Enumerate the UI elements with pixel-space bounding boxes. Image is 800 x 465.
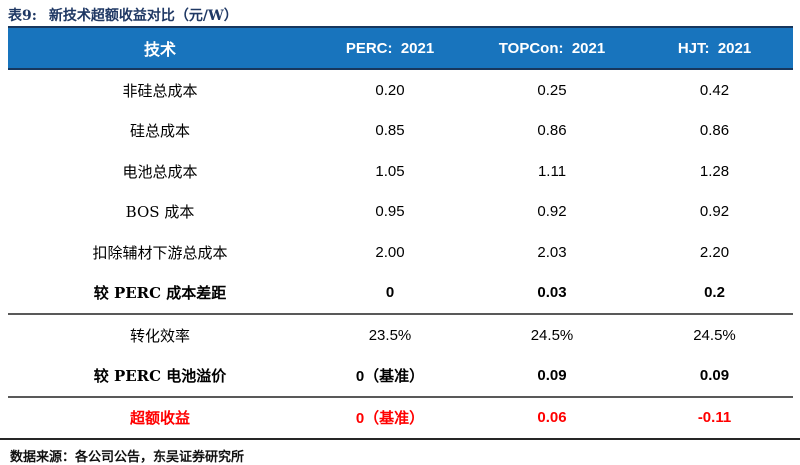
cell-value: 0.85 xyxy=(375,122,405,140)
row-label: 转化效率 xyxy=(129,326,190,345)
footer-divider xyxy=(0,438,800,440)
cell-value: 0.92 xyxy=(699,203,730,221)
table-row: BOS 成本 0.95 0.92 0.92 xyxy=(8,192,793,233)
cell-value: 0.09 xyxy=(699,367,730,385)
cell-value: 2.20 xyxy=(699,243,730,261)
data-source: 数据来源：各公司公告，东吴证券研究所 xyxy=(10,450,245,465)
cell-value: 2.03 xyxy=(537,243,567,261)
cell-value: 0（基准） xyxy=(355,410,425,427)
cell-value: 2.00 xyxy=(375,243,405,261)
cell-value: 1.28 xyxy=(699,162,730,180)
cell-value: 24.5% xyxy=(693,326,736,344)
table-title: 表9: 新技术超额收益对比（元/W） xyxy=(0,0,800,25)
table-row: 非硅总成本 0.20 0.25 0.42 xyxy=(8,70,793,111)
cell-value: 0（基准） xyxy=(355,368,425,386)
cell-value: 1.05 xyxy=(375,162,405,180)
section-divider xyxy=(8,396,793,398)
cell-value: 0.86 xyxy=(537,122,567,140)
table-number: 表9: xyxy=(8,8,37,24)
table-row: 扣除辅材下游总成本 2.00 2.03 2.20 xyxy=(8,232,793,273)
cell-value: 0 xyxy=(385,284,395,302)
cell-value: 0.86 xyxy=(699,122,730,140)
row-label: 硅总成本 xyxy=(129,122,190,141)
header-col-1: PERC: 2021 xyxy=(345,39,435,57)
cell-value: -0.11 xyxy=(697,409,732,426)
row-label: 较 PERC 成本差距 xyxy=(93,284,227,303)
cell-value: 0.06 xyxy=(537,409,567,426)
cell-value: 23.5% xyxy=(368,326,412,344)
table-title-text: 新技术超额收益对比（元/W） xyxy=(48,8,238,24)
table-header-row: 技术 PERC: 2021 TOPCon: 2021 HJT: 2021 xyxy=(8,26,793,70)
row-label: 非硅总成本 xyxy=(122,81,198,100)
cell-value: 0.20 xyxy=(375,81,405,99)
cell-value: 1.11 xyxy=(537,162,567,180)
table-row: 硅总成本 0.85 0.86 0.86 xyxy=(8,111,793,152)
row-label: 扣除辅材下游总成本 xyxy=(92,243,228,262)
cell-value: 0.25 xyxy=(537,81,567,99)
header-col-3: HJT: 2021 xyxy=(677,39,752,57)
row-label: BOS 成本 xyxy=(125,203,195,222)
cell-value: 0.42 xyxy=(699,81,730,99)
row-label: 较 PERC 电池溢价 xyxy=(93,367,227,386)
header-col-technology: 技术 xyxy=(143,40,176,59)
row-label: 超额收益 xyxy=(129,409,190,427)
row-label: 电池总成本 xyxy=(122,162,198,181)
cell-value: 0.95 xyxy=(375,203,405,221)
cell-value: 0.03 xyxy=(537,284,567,302)
table-row: 较 PERC 成本差距 0 0.03 0.2 xyxy=(8,273,793,314)
table-row: 超额收益 0（基准） 0.06 -0.11 xyxy=(8,398,793,437)
table-row: 电池总成本 1.05 1.11 1.28 xyxy=(8,151,793,192)
table-row: 转化效率 23.5% 24.5% 24.5% xyxy=(8,315,793,356)
table-row: 较 PERC 电池溢价 0（基准） 0.09 0.09 xyxy=(8,356,793,397)
header-col-2: TOPCon: 2021 xyxy=(498,39,606,57)
table-body: 非硅总成本 0.20 0.25 0.42 硅总成本 0.85 0.86 0.86 电池总成本 1.… xyxy=(8,70,793,437)
comparison-table: 技术 PERC: 2021 TOPCon: 2021 HJT: 2021 非硅总成本 0… xyxy=(8,26,793,437)
cell-value: 24.5% xyxy=(530,326,574,344)
cell-value: 0.92 xyxy=(537,203,567,221)
section-divider xyxy=(8,313,793,315)
cell-value: 0.2 xyxy=(704,284,725,302)
cell-value: 0.09 xyxy=(537,367,567,385)
